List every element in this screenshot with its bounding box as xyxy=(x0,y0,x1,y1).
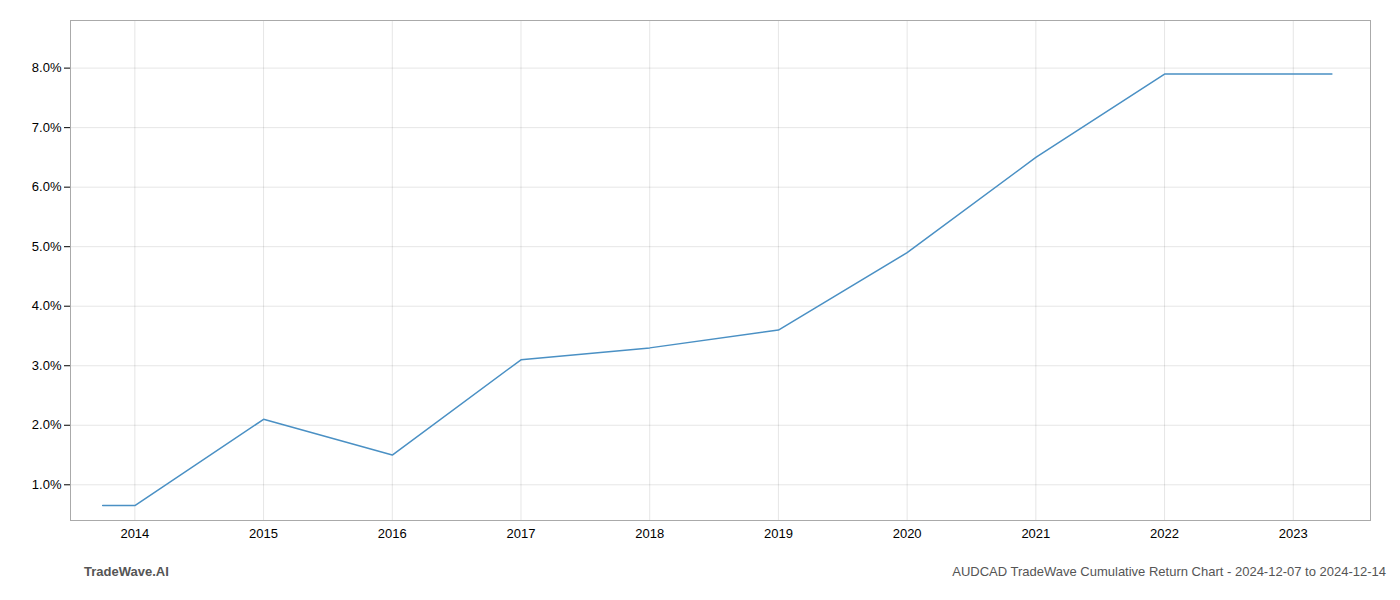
svg-text:2019: 2019 xyxy=(764,526,793,541)
svg-text:2022: 2022 xyxy=(1150,526,1179,541)
svg-text:2021: 2021 xyxy=(1021,526,1050,541)
svg-text:2023: 2023 xyxy=(1279,526,1308,541)
svg-text:2020: 2020 xyxy=(893,526,922,541)
svg-text:2017: 2017 xyxy=(507,526,536,541)
svg-text:5.0%: 5.0% xyxy=(32,239,62,254)
svg-text:6.0%: 6.0% xyxy=(32,179,62,194)
svg-text:7.0%: 7.0% xyxy=(32,120,62,135)
svg-text:2018: 2018 xyxy=(635,526,664,541)
html-text:AUDCAD TradeWave Cumulative Re: AUDCAD TradeWave Cumulative Return Chart… xyxy=(952,564,1386,579)
svg-text:1.0%: 1.0% xyxy=(32,477,62,492)
html-text:TradeWave.AI: TradeWave.AI xyxy=(84,564,169,579)
svg-text:8.0%: 8.0% xyxy=(32,60,62,75)
svg-text:2016: 2016 xyxy=(378,526,407,541)
svg-text:2.0%: 2.0% xyxy=(32,417,62,432)
svg-text:2015: 2015 xyxy=(249,526,278,541)
svg-text:3.0%: 3.0% xyxy=(32,358,62,373)
svg-text:2014: 2014 xyxy=(120,526,149,541)
svg-text:4.0%: 4.0% xyxy=(32,298,62,313)
